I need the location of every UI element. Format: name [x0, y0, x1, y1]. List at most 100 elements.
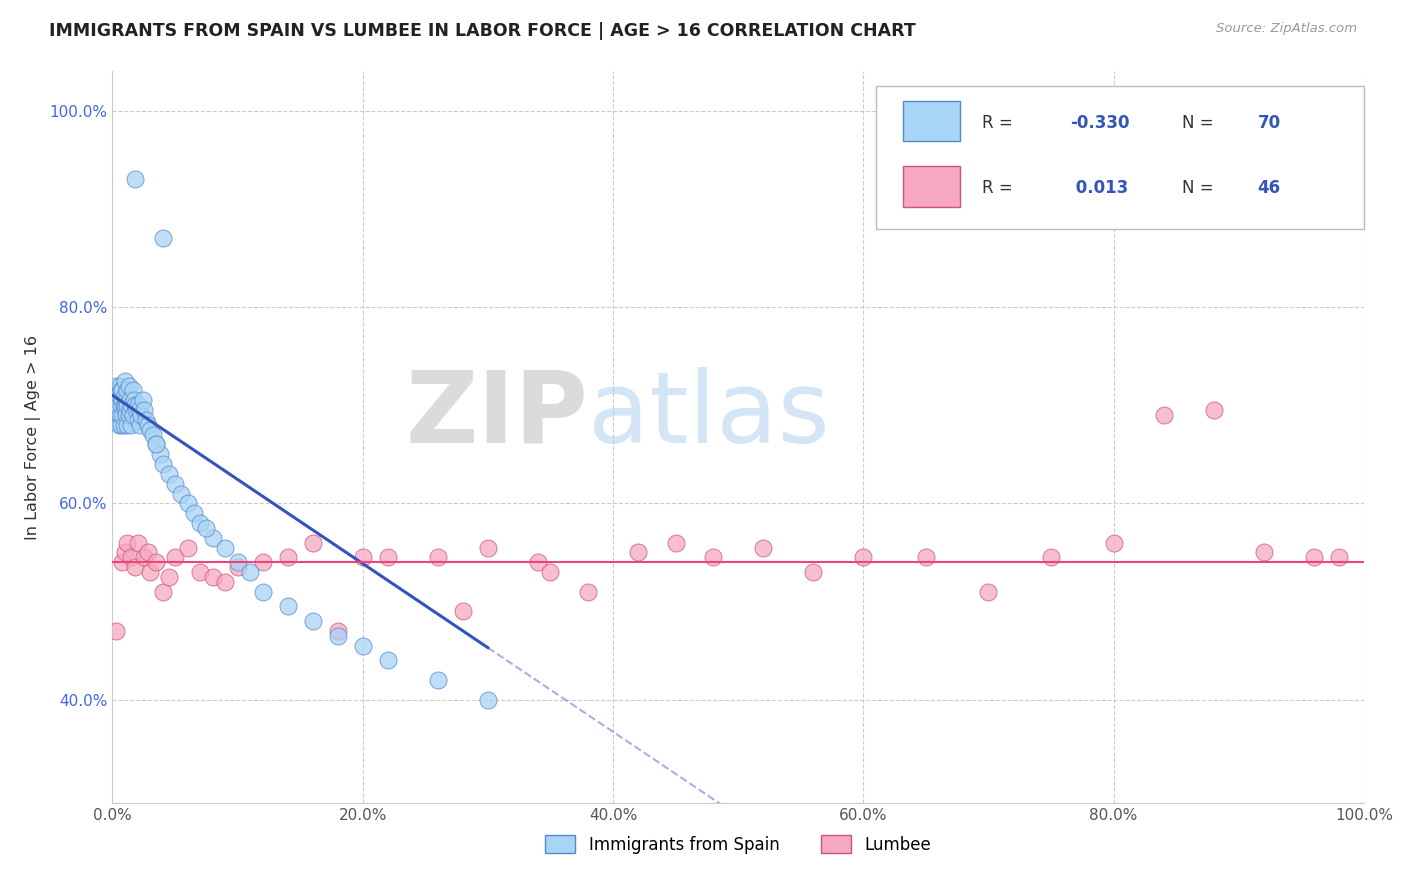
Point [128, 403, 150, 417]
Point [852, 550, 875, 565]
Point [226, 555, 249, 569]
Point [117, 535, 139, 549]
Point [195, 521, 218, 535]
Point [977, 584, 1000, 599]
Point [118, 393, 141, 408]
Point [377, 653, 399, 667]
Point [114, 374, 136, 388]
FancyBboxPatch shape [903, 101, 960, 141]
Text: R =: R = [983, 113, 1018, 131]
Point [111, 555, 134, 569]
Point [139, 565, 162, 579]
Point [114, 388, 136, 402]
Point [111, 393, 134, 408]
Point [117, 417, 139, 432]
Point [157, 570, 180, 584]
Text: N =: N = [1182, 179, 1219, 197]
Text: -0.330: -0.330 [1070, 113, 1129, 131]
Point [121, 384, 143, 398]
Point [1153, 408, 1175, 422]
Point [1327, 550, 1350, 565]
Point [114, 545, 136, 559]
Text: IMMIGRANTS FROM SPAIN VS LUMBEE IN LABOR FORCE | AGE > 16 CORRELATION CHART: IMMIGRANTS FROM SPAIN VS LUMBEE IN LABOR… [49, 22, 915, 40]
Point [752, 541, 775, 555]
Point [301, 614, 323, 628]
Point [538, 565, 561, 579]
Point [915, 550, 938, 565]
Point [183, 506, 205, 520]
Point [627, 545, 650, 559]
Point [125, 403, 148, 417]
Point [136, 417, 159, 432]
Point [201, 531, 224, 545]
Point [176, 496, 198, 510]
Point [110, 384, 132, 398]
Point [114, 398, 136, 412]
Point [108, 408, 131, 422]
Point [121, 408, 143, 422]
Point [118, 403, 141, 417]
Point [131, 393, 153, 408]
Point [576, 584, 599, 599]
Point [1253, 545, 1275, 559]
Point [111, 384, 134, 398]
Point [426, 673, 449, 687]
Point [163, 476, 186, 491]
Point [107, 388, 129, 402]
Point [1039, 550, 1063, 565]
Point [129, 417, 152, 432]
Point [135, 413, 157, 427]
Point [1102, 535, 1125, 549]
Text: R =: R = [983, 179, 1018, 197]
Point [277, 550, 299, 565]
Point [118, 378, 141, 392]
Point [120, 398, 142, 412]
Point [132, 403, 155, 417]
Point [152, 231, 174, 245]
Point [105, 378, 128, 392]
Point [664, 535, 686, 549]
Point [112, 417, 135, 432]
Point [129, 408, 152, 422]
Point [124, 560, 146, 574]
Point [141, 427, 163, 442]
Point [157, 467, 180, 481]
Point [163, 550, 186, 565]
Point [226, 560, 249, 574]
Point [105, 624, 128, 638]
Text: ZIP: ZIP [405, 367, 588, 464]
Point [108, 378, 131, 392]
Point [127, 535, 149, 549]
Point [1202, 403, 1225, 417]
Point [110, 417, 132, 432]
Point [122, 393, 145, 408]
Point [352, 550, 374, 565]
Point [117, 398, 139, 412]
Point [124, 398, 146, 412]
Point [114, 403, 136, 417]
Point [426, 550, 449, 565]
Point [152, 457, 174, 471]
Point [118, 408, 141, 422]
Text: N =: N = [1182, 113, 1219, 131]
Point [1302, 550, 1324, 565]
FancyBboxPatch shape [876, 86, 1364, 228]
Point [170, 486, 193, 500]
Point [377, 550, 399, 565]
Point [451, 604, 474, 618]
Point [176, 541, 198, 555]
Text: 70: 70 [1257, 113, 1281, 131]
Point [145, 437, 167, 451]
Point [111, 408, 134, 422]
Legend: Immigrants from Spain, Lumbee: Immigrants from Spain, Lumbee [538, 829, 938, 860]
Point [107, 417, 129, 432]
Point [326, 624, 349, 638]
Point [127, 398, 149, 412]
Point [112, 398, 135, 412]
Point [201, 570, 224, 584]
Point [277, 599, 299, 614]
Point [214, 574, 236, 589]
Text: atlas: atlas [588, 367, 830, 464]
Point [145, 437, 167, 451]
Point [127, 413, 149, 427]
